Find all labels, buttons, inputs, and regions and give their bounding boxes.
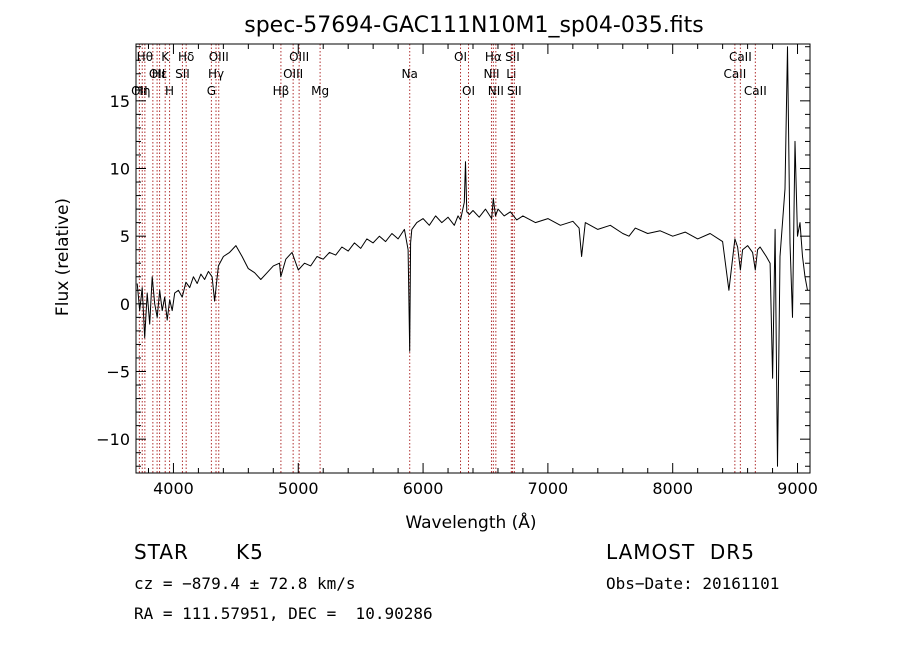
line-label-13: Hβ [273, 84, 290, 98]
line-label-24: SII [505, 50, 520, 64]
plot-frame [135, 43, 811, 474]
line-label-25: SII [507, 84, 522, 98]
line-label-6: K [161, 50, 170, 64]
x-tick-label-4: 8000 [652, 479, 693, 498]
emission-line-markers: OIIHηHθOIIHεKHSIIHδGHγOIIIHβOIIIOIIIMgNa… [131, 44, 767, 473]
object-class: STAR [134, 540, 189, 564]
x-tick-label-1: 5000 [278, 479, 319, 498]
spectrum-series [136, 46, 808, 467]
line-label-4: OII [149, 67, 166, 81]
line-label-15: OIII [289, 50, 309, 64]
line-label-23: Li [506, 67, 516, 81]
y-tick-label-3: 5 [120, 227, 130, 246]
line-label-5: Hε [152, 67, 168, 81]
x-tick-label-5: 9000 [777, 479, 818, 498]
line-label-28: CaII [744, 84, 767, 98]
line-label-19: OI [462, 84, 475, 98]
spectrum-line-0 [136, 46, 808, 467]
axes: 4000 5000 6000 7000 8000 9000 −10 −5 0 5 10 15 [96, 43, 818, 498]
line-label-8: SII [175, 67, 190, 81]
y-tick-label-4: 10 [110, 160, 130, 179]
line-label-9: Hδ [178, 50, 194, 64]
line-label-26: CaII [723, 67, 746, 81]
object-subclass: K5 [236, 540, 264, 564]
line-label-12: OIII [209, 50, 229, 64]
survey-name: LAMOST DR5 [606, 540, 755, 564]
line-label-22: NII [488, 84, 504, 98]
y-tick-label-2: 0 [120, 295, 130, 314]
y-axis-label: Flux (relative) [53, 198, 73, 316]
x-tick-label-0: 4000 [153, 479, 194, 498]
y-tick-label-1: −5 [106, 363, 130, 382]
line-label-21: Hα [485, 50, 502, 64]
line-label-11: Hγ [208, 67, 224, 81]
line-label-16: Mg [311, 84, 329, 98]
line-label-17: Na [402, 67, 418, 81]
line-label-27: CaII [729, 50, 752, 64]
y-tick-label-0: −10 [96, 430, 130, 449]
line-label-14: OIII [283, 67, 303, 81]
line-label-18: OI [454, 50, 467, 64]
line-label-10: G [207, 84, 216, 98]
x-axis-label: Wavelength (Å) [405, 511, 536, 533]
line-label-0: OII [131, 84, 148, 98]
y-tick-label-5: 15 [110, 92, 130, 111]
chart-title: spec-57694-GAC111N10M1_sp04-035.fits [244, 13, 704, 38]
coordinates: RA = 111.57951, DEC = 10.90286 [134, 604, 433, 623]
line-label-7: H [165, 84, 174, 98]
x-tick-label-2: 6000 [403, 479, 444, 498]
observation-date: Obs−Date: 20161101 [606, 574, 780, 593]
line-label-20: NII [483, 67, 499, 81]
x-tick-label-3: 7000 [528, 479, 569, 498]
line-label-2: Hθ [137, 50, 153, 64]
redshift-velocity: cz = −879.4 ± 72.8 km/s [134, 574, 356, 593]
